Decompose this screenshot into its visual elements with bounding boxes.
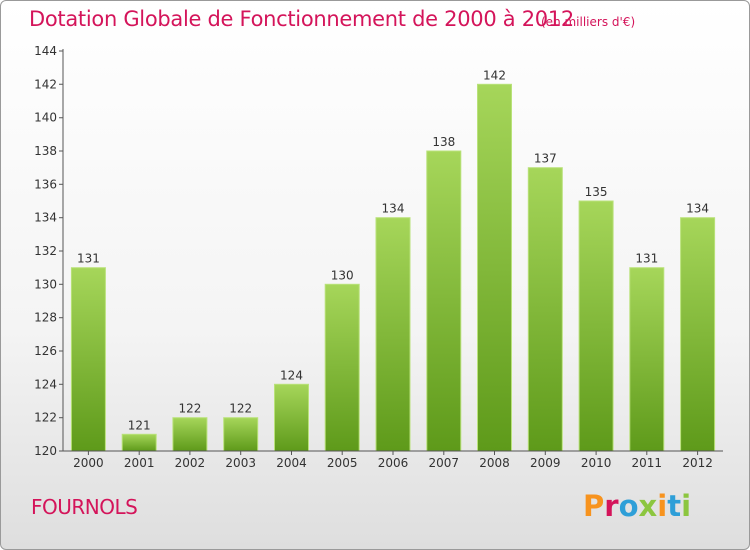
value-label-2008: 142 [483,68,506,82]
logo-letter: r [604,489,619,523]
value-label-2012: 134 [686,202,709,216]
bar-2001 [121,433,157,452]
bar-2008 [477,83,512,452]
logo-letter: t [667,489,682,523]
y-tick-label-132: 132 [34,244,57,258]
x-tick-label-2012: 2012 [682,456,713,470]
y-tick-label-128: 128 [34,311,57,325]
x-tick-label-2005: 2005 [327,456,358,470]
bar-2011 [629,267,665,452]
x-tick-label-2006: 2006 [378,456,409,470]
value-label-2007: 138 [432,135,455,149]
bar-2010 [578,200,614,452]
bar-2006 [375,217,411,452]
x-tick-label-2007: 2007 [429,456,460,470]
logo-letter: o [618,489,639,523]
x-tick-label-2003: 2003 [225,456,256,470]
bar-2012 [680,217,716,452]
y-tick-label-130: 130 [34,277,57,291]
y-tick-label-120: 120 [34,444,57,458]
bar-2002 [172,417,208,452]
x-tick-label-2001: 2001 [124,456,155,470]
bar-2003 [223,417,259,452]
value-label-2002: 122 [178,402,201,416]
logo-letter: i [657,489,668,523]
value-label-2006: 134 [382,202,405,216]
chart-title: Dotation Globale de Fonctionnement de 20… [29,7,574,31]
bar-2009 [527,167,563,452]
value-label-2003: 122 [229,402,252,416]
logo-letter: P [583,489,605,523]
chart-subtitle: (en milliers d'€) [541,15,636,29]
x-tick-label-2008: 2008 [479,456,510,470]
y-tick-label-126: 126 [34,344,57,358]
y-tick-label-138: 138 [34,144,57,158]
y-tick-label-144: 144 [34,44,57,58]
logo-letter: i [681,489,692,523]
value-label-2005: 130 [331,268,354,282]
value-label-2009: 137 [534,152,557,166]
y-tick-label-122: 122 [34,411,57,425]
value-label-2001: 121 [128,418,151,432]
x-tick-label-2000: 2000 [73,456,104,470]
bar-2005 [324,283,360,452]
x-tick-label-2002: 2002 [175,456,206,470]
y-tick-label-140: 140 [34,111,57,125]
proxiti-logo: Proxiti [583,489,691,523]
y-tick-label-136: 136 [34,177,57,191]
x-tick-label-2011: 2011 [632,456,663,470]
value-label-2004: 124 [280,368,303,382]
bar-2004 [274,383,309,452]
bar-2007 [426,150,462,452]
bar-2000 [70,267,106,452]
commune-name: FOURNOLS [31,495,138,519]
logo-letter: x [638,489,658,523]
y-tick-label-124: 124 [34,377,57,391]
value-label-2011: 131 [635,252,658,266]
value-label-2010: 135 [585,185,608,199]
y-tick-label-134: 134 [34,211,57,225]
y-tick-label-142: 142 [34,77,57,91]
x-tick-label-2004: 2004 [276,456,307,470]
value-label-2000: 131 [77,252,100,266]
bars-layer: 131 121 122 122 124 130 134 138 142 137 135 131 134 [70,68,716,452]
axes-layer: 2000 2001 2002 2003 2004 2005 2006 2007 2008 2009… [34,44,723,470]
x-tick-label-2009: 2009 [530,456,561,470]
x-tick-label-2010: 2010 [581,456,612,470]
